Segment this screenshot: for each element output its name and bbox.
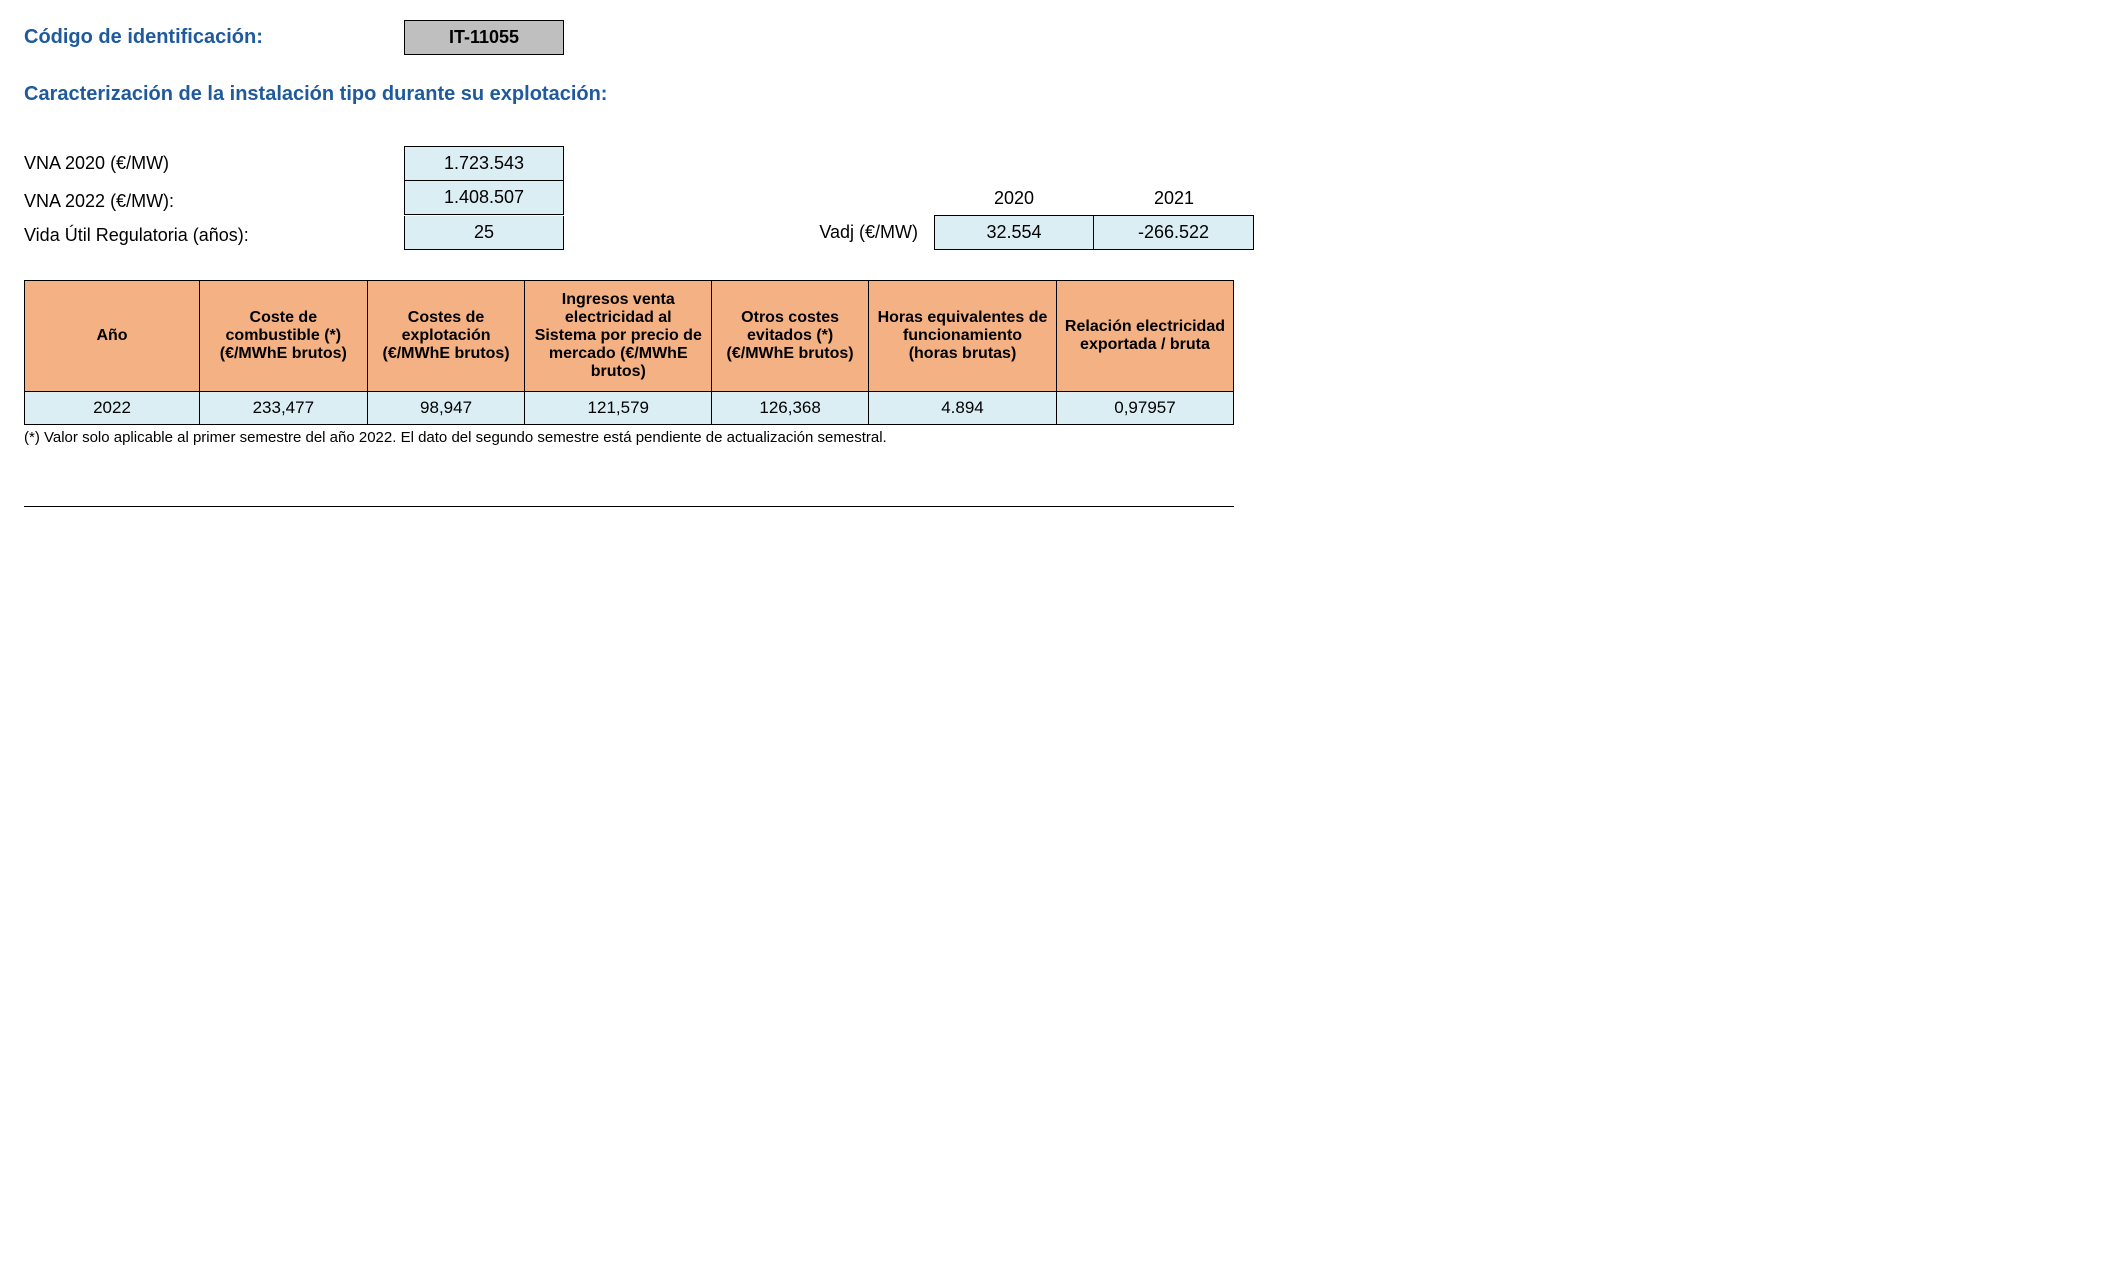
vna2022-value: 1.408.507: [404, 181, 564, 215]
cell-year: 2022: [25, 392, 200, 425]
vna2020-label: VNA 2020 (€/MW): [24, 153, 404, 174]
cell-opex: 98,947: [367, 392, 525, 425]
cell-ratio: 0,97957: [1056, 392, 1233, 425]
col-header-opex: Costes de explotación (€/MWhE brutos): [367, 281, 525, 392]
col-header-fuel: Coste de combustible (*) (€/MWhE brutos): [199, 281, 367, 392]
characterization-heading: Caracterización de la instalación tipo d…: [24, 83, 2102, 106]
col-header-income: Ingresos venta electricidad al Sistema p…: [525, 281, 712, 392]
cell-fuel: 233,477: [199, 392, 367, 425]
col-header-other: Otros costes evitados (*) (€/MWhE brutos…: [712, 281, 869, 392]
col-header-ratio: Relación electricidad exportada / bruta: [1056, 281, 1233, 392]
section-divider: [24, 506, 1234, 507]
param-grid: VNA 2020 (€/MW) 1.723.543 VNA 2022 (€/MW…: [24, 146, 2102, 250]
vadj-year-2: 2021: [1094, 188, 1254, 209]
vna2020-value: 1.723.543: [404, 146, 564, 181]
vna2022-label: VNA 2022 (€/MW):: [24, 191, 404, 212]
table-header-row: Año Coste de combustible (*) (€/MWhE bru…: [25, 281, 1234, 392]
cell-other: 126,368: [712, 392, 869, 425]
vida-value: 25: [404, 216, 564, 250]
col-header-hours: Horas equivalentes de funcionamiento (ho…: [869, 281, 1057, 392]
vadj-value-1: 32.554: [934, 215, 1094, 250]
cell-income: 121,579: [525, 392, 712, 425]
main-table: Año Coste de combustible (*) (€/MWhE bru…: [24, 280, 1234, 425]
vadj-label: Vadj (€/MW): [814, 222, 934, 243]
id-row: Código de identificación: IT-11055: [24, 20, 2102, 55]
id-value-box: IT-11055: [404, 20, 564, 55]
table-row: 2022 233,477 98,947 121,579 126,368 4.89…: [25, 392, 1234, 425]
vadj-year-1: 2020: [934, 188, 1094, 209]
vadj-value-2: -266.522: [1094, 215, 1254, 250]
footnote: (*) Valor solo aplicable al primer semes…: [24, 429, 2102, 446]
vida-label: Vida Útil Regulatoria (años):: [24, 225, 404, 246]
id-label: Código de identificación:: [24, 26, 404, 49]
cell-hours: 4.894: [869, 392, 1057, 425]
col-header-year: Año: [25, 281, 200, 392]
